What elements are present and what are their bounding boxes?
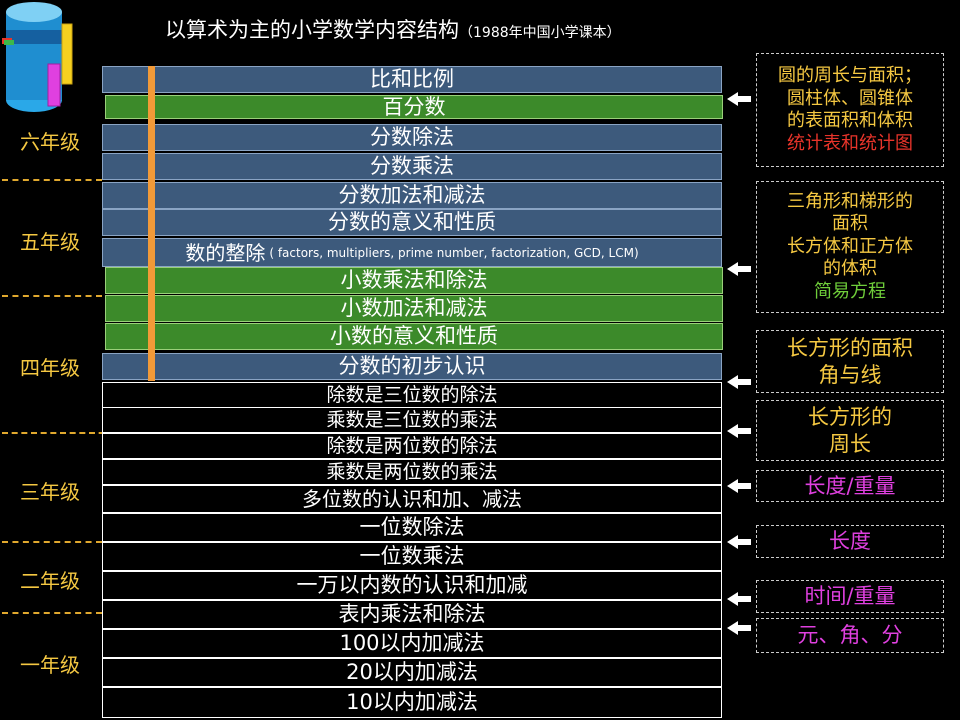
topic-label: 比和比例 bbox=[370, 67, 454, 91]
box-line: 长方形的 bbox=[808, 405, 892, 430]
geometry-topic-box: 圆的周长与面积； 圆柱体、圆锥体 的表面积和体积 统计表和统计图 bbox=[756, 53, 944, 167]
geometry-topic-box: 长方形的 周长 bbox=[756, 400, 944, 461]
topic-row: 分数的初步认识 bbox=[102, 353, 722, 380]
topic-row: 比和比例 bbox=[102, 66, 722, 93]
box-line: 长方体和正方体 bbox=[787, 235, 913, 257]
topic-label: 一万以内数的认识和加减 bbox=[296, 573, 528, 597]
box-line: 角与线 bbox=[818, 362, 882, 387]
topic-row: 20以内加减法 bbox=[102, 658, 722, 687]
grade-2-label: 二年级 bbox=[20, 569, 80, 593]
topic-label: 100以内加减法 bbox=[339, 631, 485, 655]
topic-row: 乘数是三位数的乘法 bbox=[102, 407, 722, 433]
topic-label: 分数乘法 bbox=[370, 154, 454, 178]
geometry-topic-box: 长度 bbox=[756, 525, 944, 558]
geometry-topic-box: 元、角、分 bbox=[756, 618, 944, 653]
box-line: 简易方程 bbox=[814, 280, 886, 302]
box-line: 面积 bbox=[832, 213, 868, 235]
box-line: 时间/重量 bbox=[804, 584, 896, 609]
topic-label: 除数是两位数的除法 bbox=[326, 434, 498, 457]
topic-row: 100以内加减法 bbox=[102, 629, 722, 658]
title-main: 以算术为主的小学数学内容结构 bbox=[165, 18, 459, 42]
topic-label: 乘数是三位数的乘法 bbox=[326, 408, 498, 431]
box-line: 长度/重量 bbox=[804, 473, 896, 498]
topic-row: 小数乘法和除法 bbox=[105, 267, 723, 294]
grade-separator bbox=[2, 295, 102, 297]
topic-label: 数的整除 bbox=[185, 240, 266, 265]
topic-label: 10以内加减法 bbox=[346, 690, 478, 714]
box-line: 统计表和统计图 bbox=[787, 132, 913, 154]
topic-label: 分数的意义和性质 bbox=[328, 210, 496, 234]
left-arrow-icon bbox=[727, 535, 751, 549]
box-line: 的表面积和体积 bbox=[787, 110, 913, 131]
box-line: 圆柱体、圆锥体 bbox=[787, 87, 913, 109]
topic-label: 小数的意义和性质 bbox=[330, 324, 498, 348]
box-line: 长度 bbox=[829, 529, 871, 554]
cylinder-icon bbox=[2, 2, 73, 112]
grade-separator bbox=[2, 179, 102, 181]
topic-label: 一位数乘法 bbox=[359, 544, 465, 568]
fraction-marker-line bbox=[148, 66, 155, 381]
topic-row: 一万以内数的认识和加减 bbox=[102, 571, 722, 600]
topic-row: 一位数除法 bbox=[102, 513, 722, 542]
topic-row: 多位数的认识和加、减法 bbox=[102, 485, 722, 513]
topic-label: 表内乘法和除法 bbox=[338, 602, 486, 626]
topic-label: 分数除法 bbox=[370, 125, 454, 149]
grade-6-label: 六年级 bbox=[20, 130, 80, 154]
topic-row: 分数的意义和性质 bbox=[102, 209, 722, 236]
topic-label: 乘数是两位数的乘法 bbox=[326, 460, 498, 483]
grade-4-label: 四年级 bbox=[20, 356, 80, 380]
left-arrow-icon bbox=[727, 592, 751, 606]
box-line: 的体积 bbox=[823, 258, 877, 280]
topic-label: 除数是三位数的除法 bbox=[326, 383, 498, 406]
topic-label: 多位数的认识和加、减法 bbox=[302, 487, 522, 511]
grade-separator bbox=[2, 541, 102, 543]
box-line: 元、角、分 bbox=[797, 623, 903, 648]
page-title: 以算术为主的小学数学内容结构（1988年中国小学课本） bbox=[165, 14, 621, 44]
topic-row: 百分数 bbox=[105, 95, 723, 119]
topic-label: 小数乘法和除法 bbox=[340, 268, 488, 292]
grade-5-label: 五年级 bbox=[20, 230, 80, 254]
box-line: 长方形的面积 bbox=[787, 336, 913, 361]
topic-row: 分数加法和减法 bbox=[102, 182, 722, 209]
topic-row: 小数加法和减法 bbox=[105, 295, 723, 322]
left-arrow-icon bbox=[727, 262, 751, 276]
topic-sublabel: ( factors, multipliers, prime number, fa… bbox=[269, 245, 639, 260]
topic-row: 分数乘法 bbox=[102, 153, 722, 180]
grade-separator bbox=[2, 432, 124, 434]
topic-label: 分数加法和减法 bbox=[338, 183, 486, 207]
left-arrow-icon bbox=[727, 424, 751, 438]
left-arrow-icon bbox=[727, 92, 751, 106]
topic-label: 20以内加减法 bbox=[346, 660, 478, 684]
box-line: 周长 bbox=[829, 431, 871, 456]
geometry-topic-box: 三角形和梯形的 面积 长方体和正方体 的体积 简易方程 bbox=[756, 181, 944, 313]
grade-separator bbox=[2, 612, 102, 614]
left-arrow-icon bbox=[727, 621, 751, 635]
topic-row: 数的整除( factors, multipliers, prime number… bbox=[102, 238, 722, 267]
left-arrow-icon bbox=[727, 479, 751, 493]
topic-row: 一位数乘法 bbox=[102, 542, 722, 571]
topic-row: 分数除法 bbox=[102, 124, 722, 151]
topic-label: 一位数除法 bbox=[359, 515, 465, 539]
topic-label: 小数加法和减法 bbox=[340, 296, 488, 320]
topic-row: 小数的意义和性质 bbox=[105, 323, 723, 350]
topic-label: 百分数 bbox=[382, 95, 446, 119]
geometry-topic-box: 时间/重量 bbox=[756, 580, 944, 613]
topic-row: 10以内加减法 bbox=[102, 687, 722, 718]
box-line: 三角形和梯形的 bbox=[787, 190, 913, 212]
left-arrow-icon bbox=[727, 375, 751, 389]
topic-row: 表内乘法和除法 bbox=[102, 600, 722, 629]
box-line: 圆的周长与面积； bbox=[778, 65, 922, 86]
title-note: （1988年中国小学课本） bbox=[459, 25, 621, 41]
grade-1-label: 一年级 bbox=[20, 653, 80, 677]
topic-row: 除数是两位数的除法 bbox=[102, 433, 722, 459]
geometry-topic-box: 长度/重量 bbox=[756, 470, 944, 502]
topic-label: 分数的初步认识 bbox=[338, 354, 486, 378]
topic-row: 除数是三位数的除法 bbox=[102, 382, 722, 408]
topic-row: 乘数是两位数的乘法 bbox=[102, 459, 722, 485]
grade-3-label: 三年级 bbox=[20, 480, 80, 504]
geometry-topic-box: 长方形的面积 角与线 bbox=[756, 330, 944, 393]
